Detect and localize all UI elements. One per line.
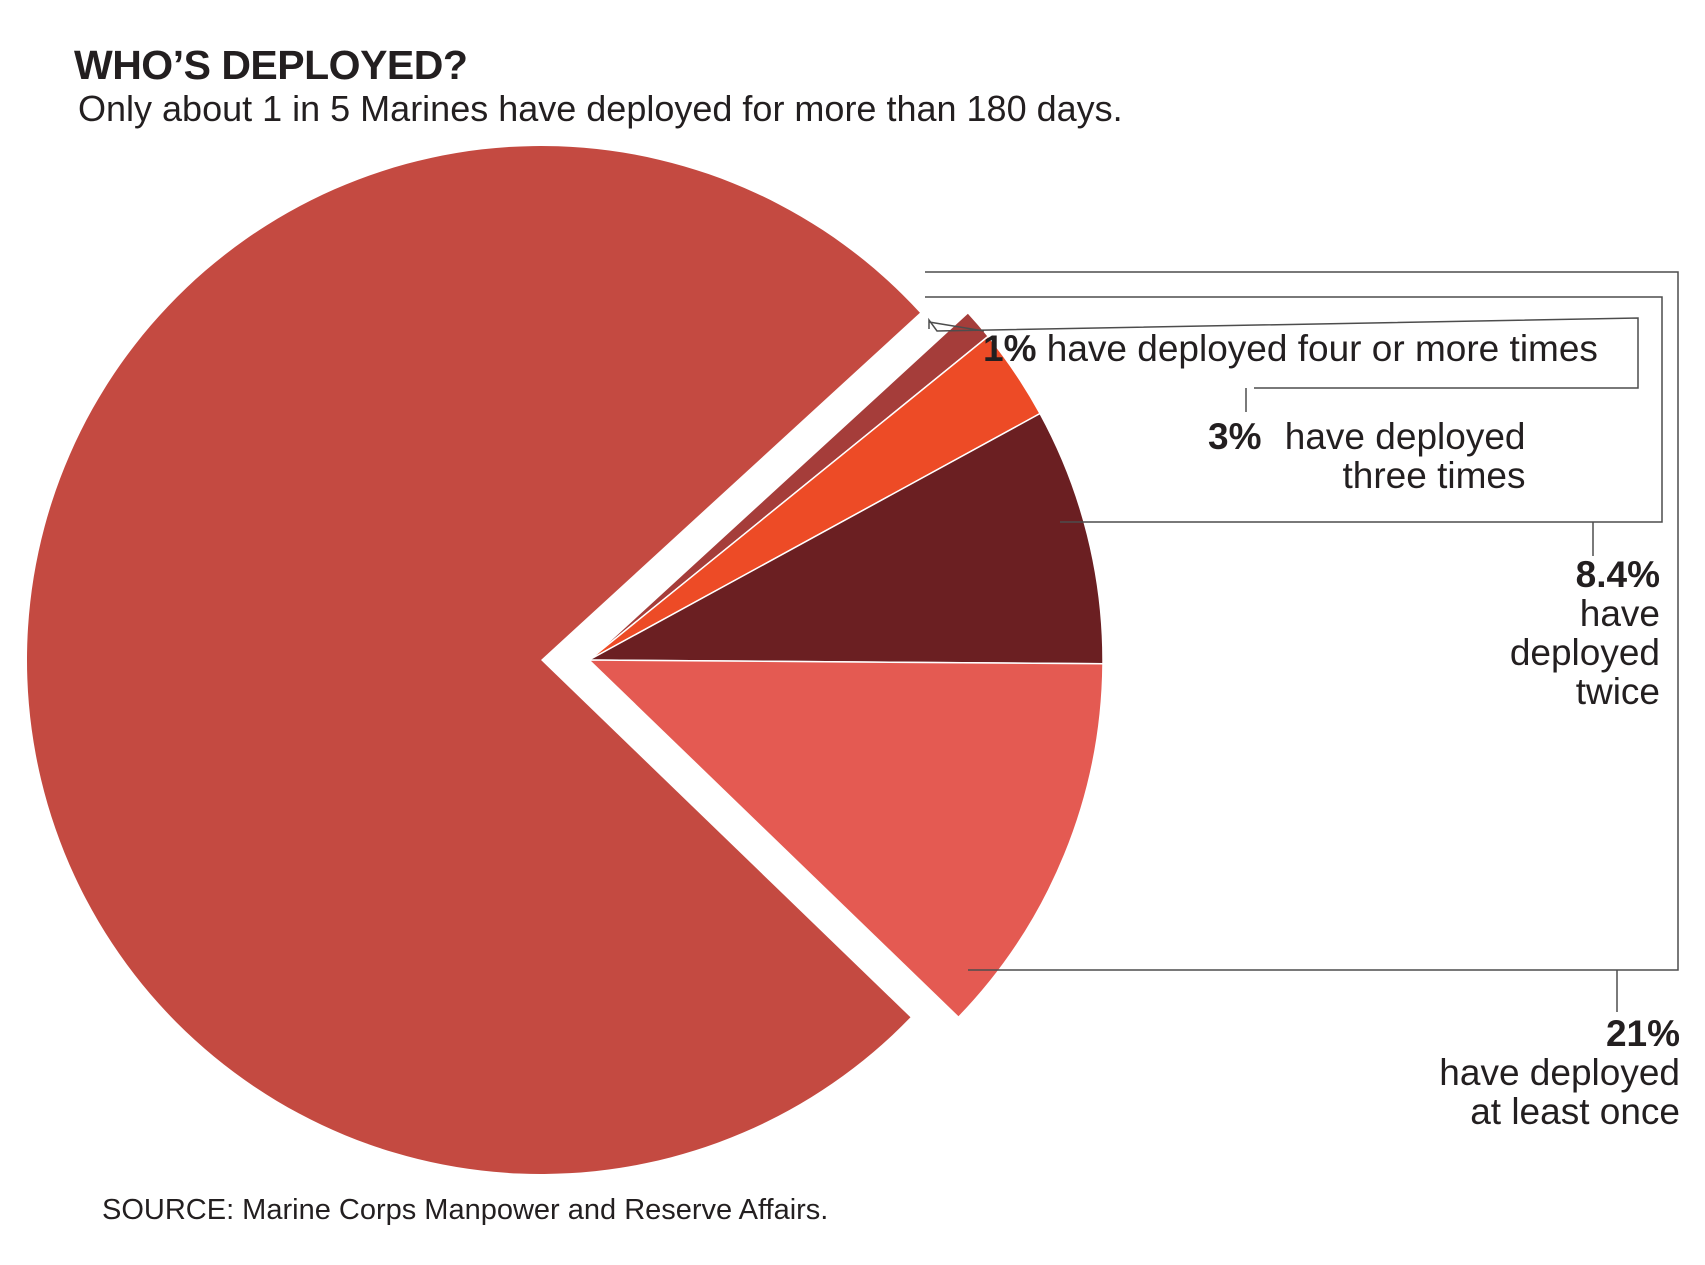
slice-value-three-times: 3% (1208, 416, 1262, 457)
chart-title: WHO’S DEPLOYED? (74, 42, 468, 88)
source-note: SOURCE: Marine Corps Manpower and Reserv… (102, 1194, 829, 1226)
slice-twice (586, 412, 1104, 665)
bracket-three-times (925, 296, 1663, 523)
slice-value-twice: 8.4% (1575, 554, 1660, 595)
slice-text-three-times: have deployed three times (1284, 416, 1526, 496)
slice-text-twice: have deployed twice (1509, 592, 1660, 712)
chart-subtitle: Only about 1 in 5 Marines have deployed … (78, 88, 1123, 129)
slice-label-four-or-more: 1% have deployed four or more times (983, 328, 1598, 369)
leader-lines (925, 271, 1679, 1012)
bracket-label-at-least-once: 21% have deployed at least once (1400, 1013, 1680, 1132)
leader-four-or-more (928, 321, 985, 332)
bracket-value-at-least-once: 21% (1605, 1013, 1680, 1054)
bracket-text-at-least-once: have deployed at least once (1439, 1051, 1680, 1132)
pie-slices (27, 146, 1104, 1175)
slice-label-three-times: 3% have deployed three times (1208, 416, 1528, 496)
slice-text-four-or-more: have deployed four or more times (1046, 328, 1598, 369)
slice-once (587, 659, 1104, 1019)
bracket-four-or-more (928, 317, 1639, 389)
bracket-twice (925, 271, 1679, 971)
slice-label-twice: 8.4% have deployed twice (1480, 554, 1660, 712)
slice-value-four-or-more: 1% (983, 328, 1037, 369)
slice-main (27, 146, 920, 1175)
